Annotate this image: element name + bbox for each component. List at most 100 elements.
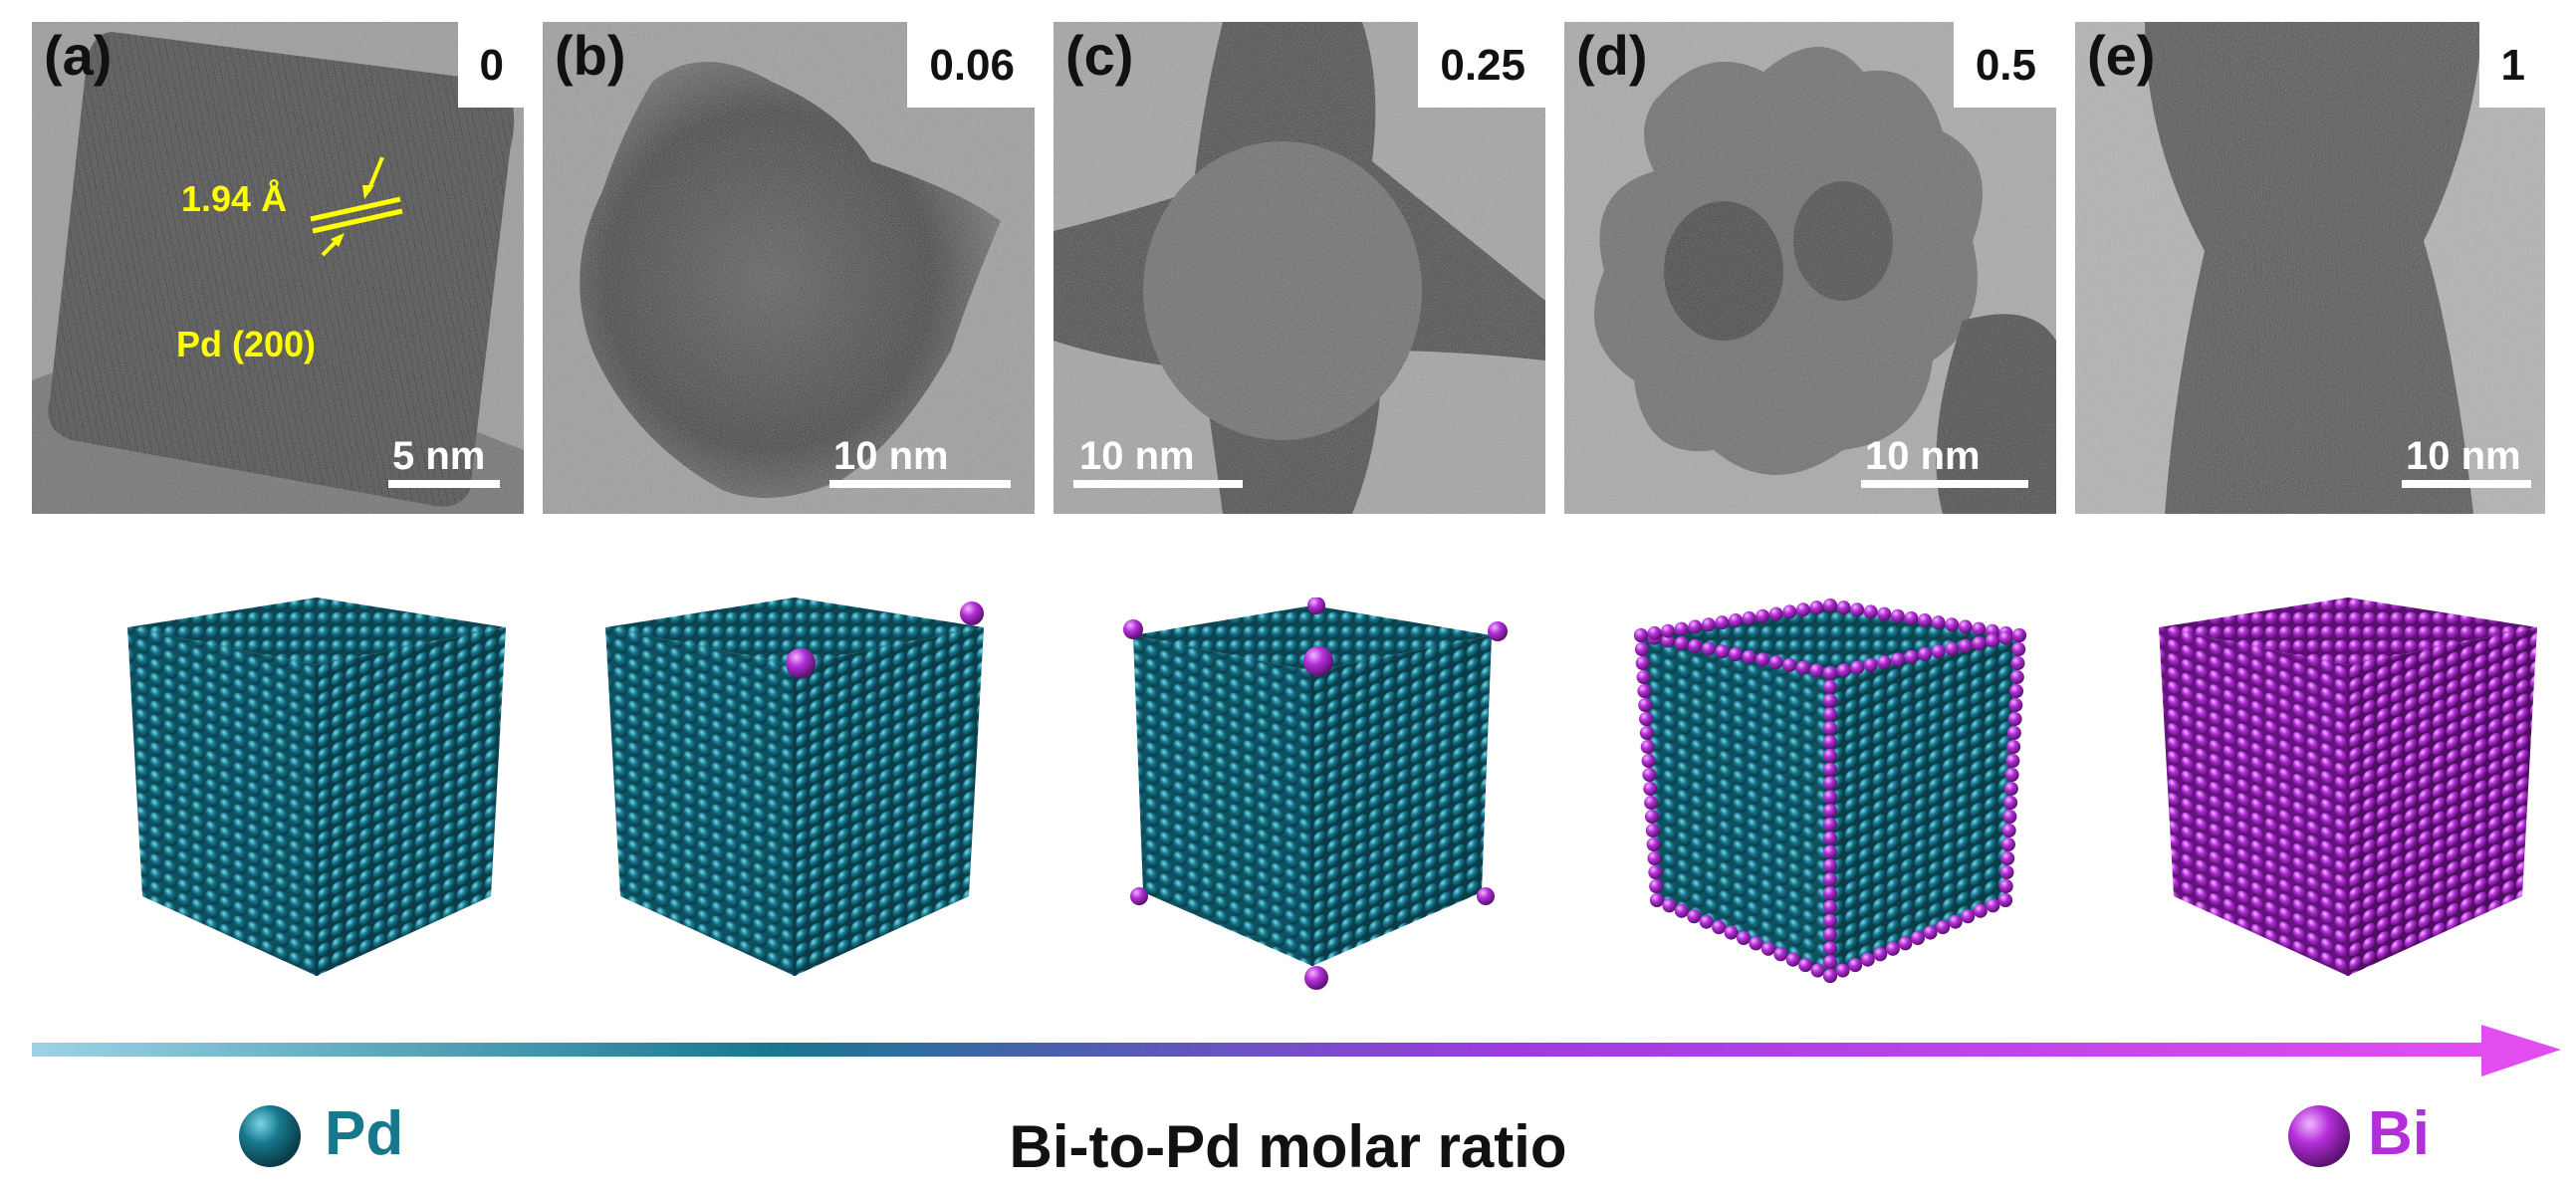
bi-edge-atom [1823,831,1837,845]
bi-edge-atom [1973,903,1988,918]
bi-edge-atom [2006,726,2021,740]
bi-edge-atom [1823,913,1837,928]
scale-bar [1861,480,2028,488]
bi-edge-atom [1835,963,1850,978]
bi-cube-model [2159,597,2537,976]
bi-edge-atom [1863,657,1878,672]
bi-edge-atom [1823,927,1837,942]
bi-edge-atom [1715,615,1730,630]
bi-edge-atom [1639,726,1654,740]
tem-panel-b: (b) 0.06 10 nm [543,22,1035,514]
bi-edge-atom [1850,660,1865,675]
bi-edge-atom [1823,790,1837,805]
bi-edge-atom [1948,914,1963,929]
tem-image-e [2075,22,2545,514]
scale-bar [829,480,1011,488]
bi-edge-atom [1809,600,1824,615]
bi-edge-atom [1823,804,1837,819]
bi-edge-atom [1823,693,1837,708]
bi-edge-atom [1823,886,1837,901]
tem-image-b [543,22,1035,514]
ratio-label: 0.25 [1418,22,1545,108]
tem-panel-a: (a) 0 1.94 Å Pd (200) 5 nm [32,22,524,514]
bi-edge-atom [1782,604,1797,619]
scale-label: 10 nm [2406,434,2521,478]
bi-edge-atom [2008,698,2023,712]
bi-edge-atom [1918,613,1932,627]
panel-label: (d) [1576,24,1648,87]
bi-edge-atom [1911,931,1925,945]
tem-panel-e: (e) 1 10 nm [2075,22,2545,514]
bi-edge-atom [1823,735,1837,750]
bi-edge-atom [1985,633,1999,648]
bi-edge-atom [1918,647,1932,661]
tem-image-c [1054,22,1545,514]
bi-edge-atom [1642,768,1657,782]
bi-edge-atom [1823,899,1837,914]
bi-edge-atom [1986,898,2000,913]
lattice-spacing-label: 1.94 Å [181,178,288,219]
bi-edge-atom [1647,851,1662,865]
bi-edge-atom [1823,818,1837,832]
bi-edge-atom [2000,851,2015,865]
ratio-label: 1 [2478,22,2545,108]
bi-edge-atom [1931,644,1946,659]
bi-edge-atom [1823,666,1837,680]
bi-edge-atom [1836,663,1851,678]
bi-edge-atom [1635,656,1650,670]
axis-title: Bi-to-Pd molar ratio [1009,1113,1567,1180]
bi-edge-atom [1634,628,1648,642]
panel-label: (c) [1065,24,1134,87]
bi-edge-atom [1809,663,1824,678]
bi-edge-atom [1823,941,1837,956]
bi-legend-label: Bi [2368,1099,2430,1168]
bi-edge-atom [1650,893,1664,907]
scale-bar [1073,480,1243,488]
bi-edge-atom [1674,621,1689,636]
pd-cube-bi-edges-model [1634,598,2026,983]
bi-edge-atom [1768,606,1783,621]
ratio-gradient-arrow [32,1025,2561,1076]
ratio-label: 0.5 [1953,22,2056,108]
bi-edge-atom [1715,644,1730,659]
bi-edge-atom [1756,652,1770,667]
bi-edge-atom [1641,754,1656,768]
bi-edge-atom [1645,824,1660,837]
bi-edge-atom [1850,602,1865,617]
bi-edge-atom [1649,879,1664,893]
bi-edge-atom [1643,782,1658,796]
tem-panel-d: (d) 0.5 10 nm [1564,22,2056,514]
bi-edge-atom [1760,941,1775,956]
bi-edge-atom [1823,679,1837,694]
bi-edge-atom [1640,740,1655,754]
bi-edge-atom [1637,684,1652,698]
bi-edge-atom [1877,655,1892,670]
lattice-spacing-marker [310,156,403,257]
bi-edge-atom [1823,872,1837,887]
bi-edge-atom [1972,621,1987,636]
bi-edge-atom [1823,598,1837,612]
bi-edge-atom [1729,613,1743,627]
bi-edge-atom [1923,925,1938,940]
bi-edge-atom [1674,903,1689,918]
bi-edge-atom [1823,748,1837,763]
bi-edge-atom [1688,638,1703,653]
bi-edge-atom [1639,712,1654,726]
bi-edge-atom [1904,649,1919,664]
bi-edge-atom [1823,955,1837,970]
bi-edge-atom [1724,925,1739,940]
scale-bar [2402,480,2531,488]
bi-edge-atom [1823,776,1837,791]
scale-label: 10 nm [1079,434,1195,478]
bi-edge-atom [1898,936,1913,951]
bi-edge-atom [1823,858,1837,873]
bi-edge-atom [1742,649,1756,664]
bi-edge-atom [1998,879,2013,893]
pd-cube-bi-corners-model [1123,597,1508,990]
bi-edge-atom [1644,810,1659,824]
bi-edge-atom [1890,652,1905,667]
bi-edge-atoms [1634,598,2026,983]
pd-legend-label: Pd [325,1099,404,1168]
bi-edge-atom [1877,606,1892,621]
bi-edge-atom [1646,837,1661,851]
